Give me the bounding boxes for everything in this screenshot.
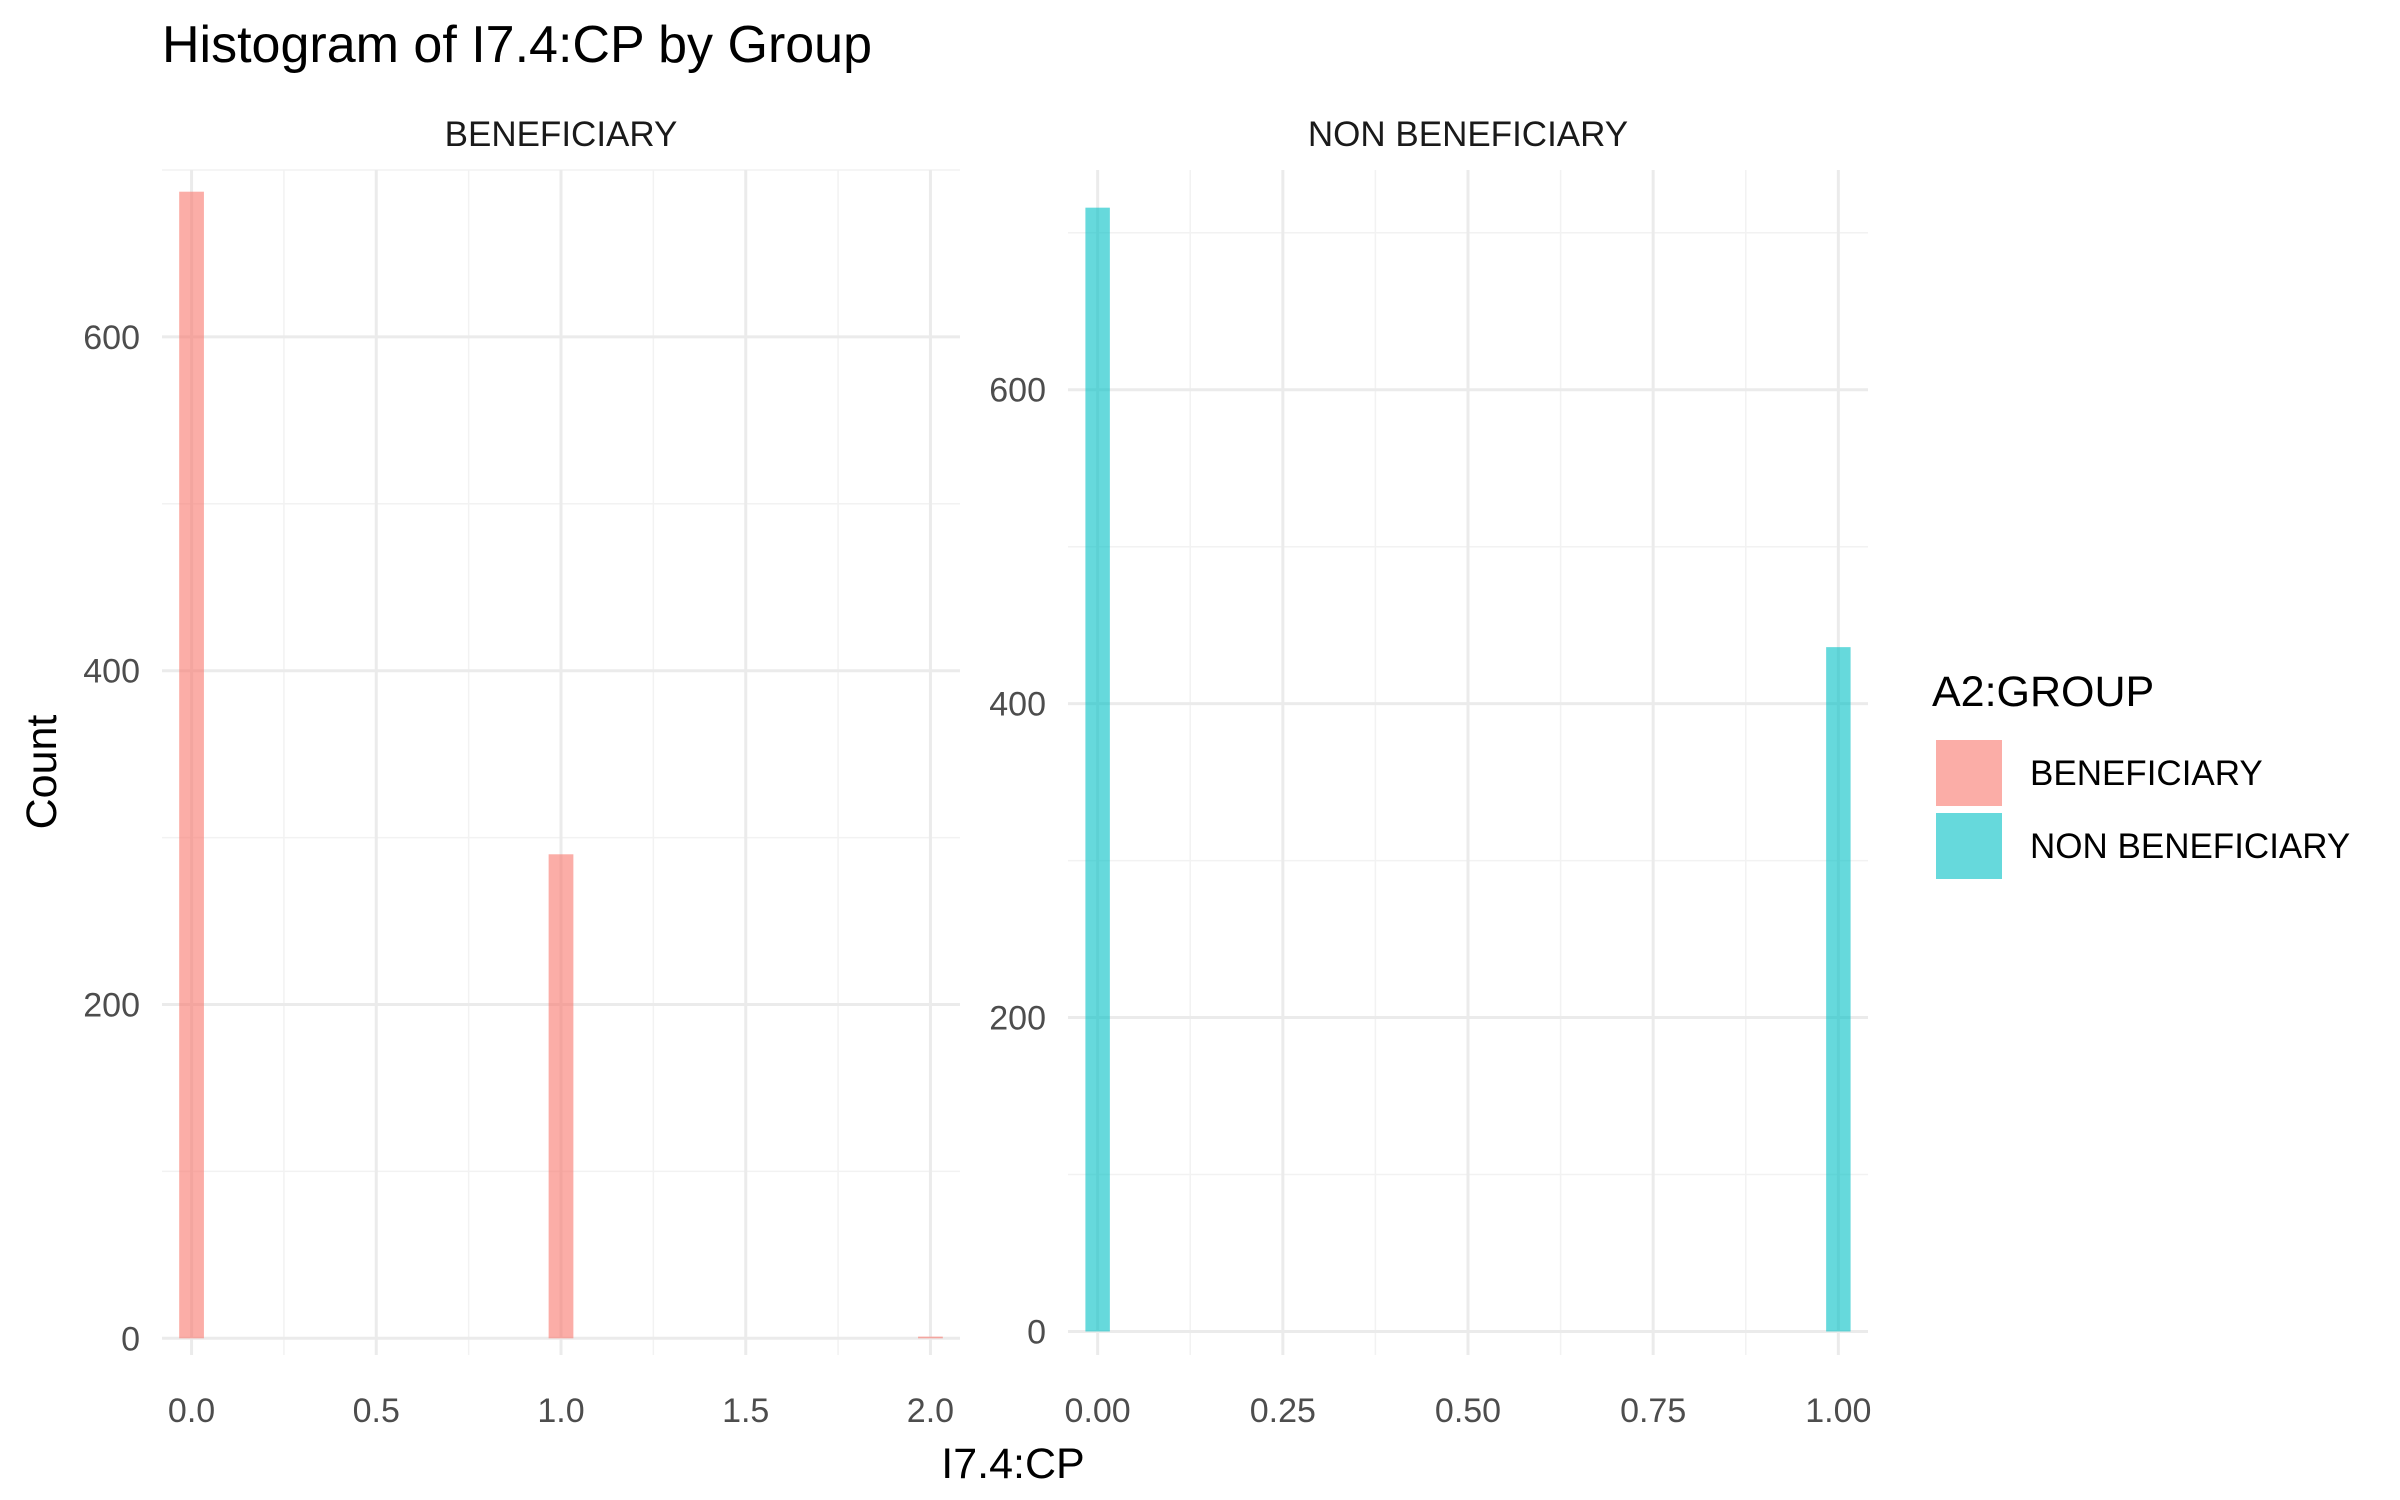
legend: A2:GROUP BENEFICIARY NON BENEFICIARY bbox=[1932, 668, 2350, 879]
facet-strip-label: BENEFICIARY bbox=[445, 115, 678, 154]
y-tick-label: 400 bbox=[989, 686, 1046, 724]
legend-items: BENEFICIARY NON BENEFICIARY bbox=[1936, 740, 2350, 879]
y-tick-label: 0 bbox=[121, 1320, 140, 1358]
x-axis-title: I7.4:CP bbox=[941, 1440, 1084, 1488]
x-tick-label: 0.50 bbox=[1435, 1392, 1501, 1430]
legend-label: BENEFICIARY bbox=[2030, 754, 2263, 793]
legend-label: NON BENEFICIARY bbox=[2030, 827, 2350, 866]
facet-strip-label: NON BENEFICIARY bbox=[1308, 115, 1628, 154]
chart-title: Histogram of I7.4:CP by Group bbox=[162, 16, 872, 74]
panel-2: NON BENEFICIARY 0.00 0.25 0.50 0.75 1.00 0 200 4… bbox=[989, 115, 1871, 1430]
histogram-bar bbox=[918, 1336, 943, 1339]
legend-title: A2:GROUP bbox=[1932, 668, 2154, 716]
x-tick-label: 2.0 bbox=[907, 1392, 954, 1430]
histogram-bar bbox=[1085, 207, 1110, 1332]
histogram-bars bbox=[179, 191, 943, 1339]
y-axis-title: Count bbox=[18, 715, 66, 830]
panel-1: BENEFICIARY 0.0 0.5 1.0 1.5 2.0 0 200 400 600 bbox=[83, 115, 960, 1430]
tick-labels: 0.0 0.5 1.0 1.5 2.0 0 200 400 600 bbox=[83, 319, 954, 1430]
histogram-bars bbox=[1085, 207, 1851, 1332]
x-tick-label: 1.00 bbox=[1805, 1392, 1871, 1430]
y-tick-label: 200 bbox=[989, 1000, 1046, 1038]
x-tick-label: 1.0 bbox=[537, 1392, 584, 1430]
histogram-bar bbox=[179, 191, 204, 1339]
x-tick-label: 1.5 bbox=[722, 1392, 769, 1430]
x-tick-label: 0.00 bbox=[1065, 1392, 1131, 1430]
y-tick-label: 200 bbox=[83, 987, 140, 1025]
x-tick-label: 0.25 bbox=[1250, 1392, 1316, 1430]
y-tick-label: 600 bbox=[83, 319, 140, 357]
y-tick-label: 0 bbox=[1027, 1313, 1046, 1351]
y-tick-label: 400 bbox=[83, 653, 140, 691]
histogram-bar bbox=[1826, 647, 1851, 1332]
x-tick-label: 0.5 bbox=[353, 1392, 400, 1430]
legend-swatch bbox=[1936, 740, 2002, 806]
histogram-bar bbox=[548, 854, 574, 1339]
legend-swatch bbox=[1936, 813, 2002, 879]
y-tick-label: 600 bbox=[989, 372, 1046, 410]
tick-labels: 0.00 0.25 0.50 0.75 1.00 0 200 400 600 bbox=[989, 372, 1871, 1430]
x-tick-label: 0.75 bbox=[1620, 1392, 1686, 1430]
x-tick-label: 0.0 bbox=[168, 1392, 215, 1430]
gridlines bbox=[1068, 170, 1868, 1355]
